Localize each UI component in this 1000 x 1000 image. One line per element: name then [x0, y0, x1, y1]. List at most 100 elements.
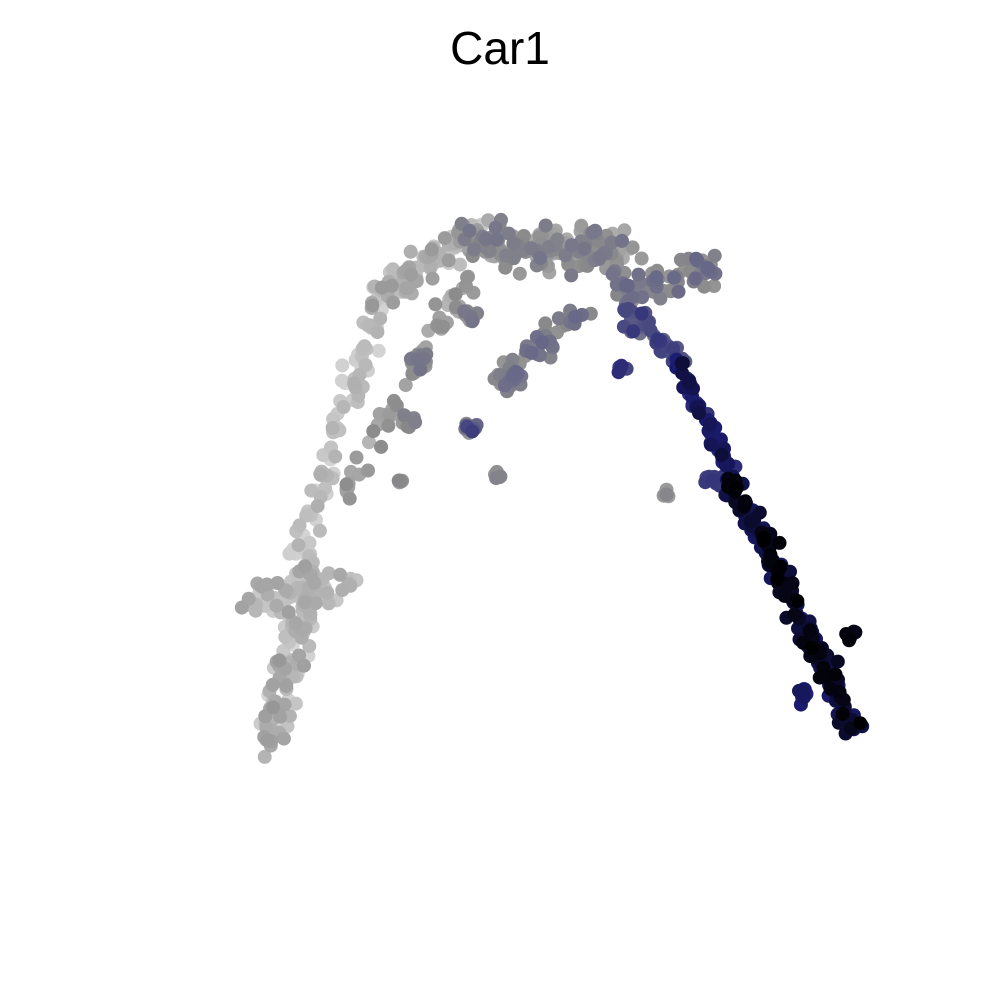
data-point	[667, 270, 681, 285]
data-point	[335, 583, 350, 598]
data-point	[297, 559, 312, 574]
data-point	[336, 400, 351, 414]
data-point	[357, 339, 372, 354]
data-point	[313, 467, 328, 482]
data-point	[743, 514, 758, 529]
data-point	[342, 491, 357, 506]
data-point	[752, 505, 767, 520]
data-point	[325, 421, 340, 435]
data-point	[510, 366, 525, 381]
data-point	[625, 290, 640, 305]
data-point	[533, 251, 548, 265]
data-point	[615, 233, 629, 248]
data-point	[835, 706, 850, 721]
data-point	[288, 696, 303, 711]
data-point	[281, 605, 296, 620]
data-point	[618, 304, 633, 319]
data-point	[703, 437, 718, 452]
data-point	[269, 598, 284, 613]
data-point	[705, 473, 720, 488]
data-point	[507, 249, 522, 264]
data-point	[234, 600, 249, 615]
data-point	[671, 284, 686, 299]
data-point	[738, 494, 753, 509]
data-point	[689, 251, 704, 266]
data-point	[707, 248, 722, 263]
data-point	[389, 398, 404, 413]
data-point	[428, 297, 443, 312]
data-point	[625, 240, 640, 255]
data-point	[465, 314, 480, 329]
data-point	[292, 518, 307, 533]
data-point	[371, 343, 386, 358]
data-point	[425, 271, 440, 286]
data-point	[386, 295, 401, 310]
data-point	[773, 559, 788, 574]
data-point	[524, 241, 539, 256]
data-point	[564, 268, 579, 283]
data-point	[397, 408, 412, 423]
data-point	[279, 584, 294, 599]
data-point	[617, 223, 632, 238]
data-point	[339, 477, 354, 492]
data-point	[620, 278, 635, 293]
data-point	[257, 749, 272, 764]
data-point	[787, 607, 802, 622]
data-point	[297, 658, 311, 673]
data-point	[604, 235, 619, 250]
data-point	[312, 523, 327, 538]
data-point	[453, 257, 467, 272]
data-point	[462, 223, 477, 238]
data-point	[682, 375, 696, 390]
data-point	[541, 240, 556, 255]
data-point	[307, 575, 322, 590]
data-point	[688, 271, 703, 286]
data-point	[756, 531, 771, 545]
data-point	[279, 678, 294, 693]
data-point	[448, 287, 463, 302]
data-point	[538, 218, 553, 233]
data-point	[291, 538, 306, 553]
data-point	[498, 260, 513, 275]
data-point	[282, 546, 297, 561]
data-point	[265, 677, 280, 692]
data-point	[634, 251, 649, 266]
data-point	[512, 266, 527, 281]
data-point	[812, 670, 827, 685]
data-point	[650, 332, 665, 347]
data-point	[320, 585, 335, 600]
data-point	[659, 487, 674, 502]
data-point	[772, 535, 787, 550]
data-point	[299, 508, 314, 523]
data-point	[460, 270, 475, 285]
data-point	[288, 616, 303, 631]
data-point	[276, 731, 291, 746]
data-point	[374, 439, 389, 454]
data-point	[362, 435, 376, 450]
data-point	[790, 594, 805, 608]
data-point	[692, 406, 706, 420]
data-point	[489, 471, 504, 486]
data-point	[719, 458, 734, 473]
data-point	[770, 571, 785, 586]
data-point	[370, 325, 385, 339]
data-point	[538, 316, 553, 331]
data-point	[441, 253, 456, 268]
data-point	[577, 241, 592, 256]
data-point	[403, 244, 418, 259]
data-point	[333, 567, 348, 582]
data-points	[234, 212, 870, 764]
data-point	[277, 697, 292, 712]
data-point	[634, 306, 649, 321]
data-point	[424, 242, 439, 257]
data-point	[803, 623, 817, 638]
data-point	[830, 654, 845, 669]
data-point	[328, 449, 343, 464]
data-point	[675, 356, 690, 371]
data-point	[321, 566, 336, 581]
chart-title: Car1	[450, 22, 550, 74]
data-point	[366, 424, 381, 439]
data-point	[413, 362, 428, 377]
data-point	[611, 365, 626, 380]
